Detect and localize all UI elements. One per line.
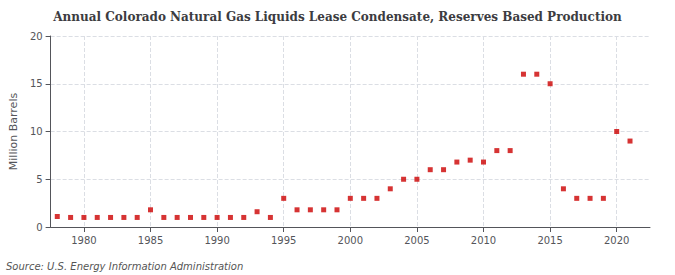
svg-text:2020: 2020 [604,235,629,246]
svg-text:5: 5 [36,174,42,185]
svg-text:Source: U.S. Energy Informatio: Source: U.S. Energy Information Administ… [6,261,243,272]
svg-text:1985: 1985 [138,235,163,246]
svg-text:1990: 1990 [204,235,229,246]
svg-text:20: 20 [30,31,43,42]
svg-text:1980: 1980 [71,235,96,246]
svg-text:10: 10 [30,126,43,137]
svg-text:0: 0 [36,222,42,233]
svg-text:Annual Colorado Natural Gas Li: Annual Colorado Natural Gas Liquids Leas… [52,10,622,24]
svg-text:15: 15 [30,78,43,89]
svg-text:2010: 2010 [471,235,496,246]
svg-text:Million Barrels: Million Barrels [7,93,20,171]
svg-text:2000: 2000 [338,235,363,246]
svg-text:1995: 1995 [271,235,296,246]
svg-text:2015: 2015 [537,235,562,246]
svg-text:2005: 2005 [404,235,429,246]
